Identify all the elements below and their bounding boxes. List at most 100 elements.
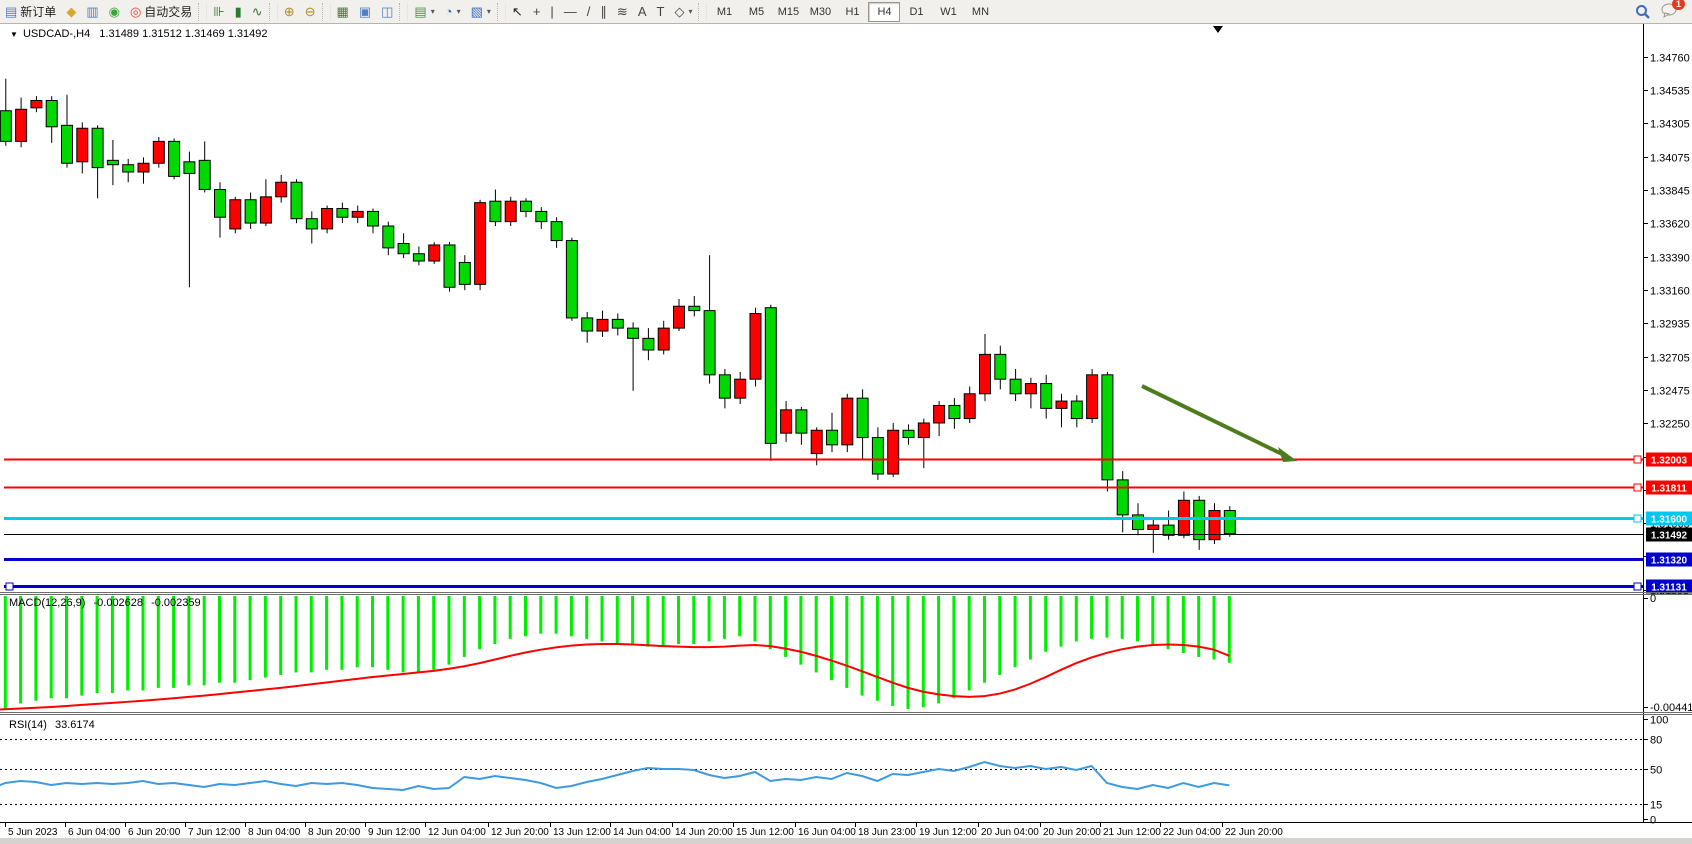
macd-histogram-bar (569, 596, 573, 637)
dropdown-arrow-icon[interactable]: ▾ (486, 7, 491, 16)
timeframe-button-m5[interactable]: M5 (748, 5, 765, 18)
macd-histogram-bar (416, 596, 420, 673)
macd-histogram-bar (1074, 596, 1078, 642)
resistance-line-2-right-handle[interactable] (1633, 483, 1642, 492)
timeframe-button-h1[interactable]: H1 (845, 5, 860, 18)
macd-histogram-bar (554, 596, 558, 634)
price-tick-label: 1.34075 (1650, 153, 1690, 165)
new-chart-button[interactable]: ▤ ▾ (409, 1, 439, 23)
line-chart-button[interactable]: ∿ (247, 1, 268, 23)
label-tool-button[interactable]: T (652, 1, 670, 23)
trendline-tool-button[interactable]: / (582, 1, 596, 23)
bid-price-line-price-label: 1.31492 (1651, 531, 1688, 542)
macd-histogram-bar (233, 596, 237, 683)
vertical-line-tool-button[interactable]: | (545, 1, 558, 23)
candle (474, 202, 487, 285)
candle (1162, 524, 1175, 536)
tile-windows-button[interactable]: ▦ (332, 1, 354, 23)
toolbar-separator (198, 2, 208, 21)
rsi-level-label-100: 100 (1650, 715, 1668, 727)
dropdown-arrow-icon[interactable]: ▾ (688, 7, 693, 16)
candle (1223, 510, 1236, 535)
candle (550, 221, 563, 242)
price-tick-label: 1.32705 (1650, 353, 1690, 365)
trend-arrow-annotation[interactable] (1141, 384, 1285, 457)
cursor-tool-button[interactable]: ↖ (507, 1, 528, 23)
macd-histogram-bar (1120, 596, 1124, 639)
crosshair-tool-icon: + (532, 3, 541, 19)
macd-histogram-bar (661, 596, 665, 647)
auto-scroll-button[interactable]: ▣ (354, 1, 376, 23)
candle (412, 253, 425, 262)
macd-histogram-bar (631, 596, 635, 645)
market-watch-button[interactable]: ◆ (61, 1, 81, 23)
timeframe-button-m15[interactable]: M15 (777, 5, 800, 18)
bar-chart-button[interactable]: ⊪ (208, 1, 229, 23)
channel-tool-button[interactable]: ∥ (595, 1, 612, 23)
data-window-button[interactable]: ▥ (81, 1, 103, 23)
chart-shift-button[interactable]: ◫ (376, 1, 398, 23)
candle (673, 305, 685, 329)
symbol-quotes: 1.31489 1.31512 1.31469 1.31492 (99, 28, 268, 40)
macd-histogram-bar (646, 596, 650, 647)
resistance-line-2-price-label-box (1646, 480, 1692, 495)
timeframe-button-m30[interactable]: M30 (809, 5, 832, 18)
fibonacci-tool-button[interactable]: ≋ (612, 1, 633, 23)
macd-histogram-bar (1136, 596, 1139, 642)
macd-histogram-bar (1105, 596, 1109, 638)
timeframe-button-mn[interactable]: MN (971, 5, 990, 18)
support-line-blue-2-right-handle[interactable] (1633, 582, 1642, 591)
timeframe-button-w1[interactable]: W1 (940, 5, 957, 18)
resistance-line-1-right-handle[interactable] (1633, 455, 1642, 464)
zoom-out-button[interactable]: ⊖ (300, 1, 321, 23)
support-line-cyan-right-handle[interactable] (1633, 514, 1642, 523)
timeframe-button-m1[interactable]: M1 (716, 5, 733, 18)
new-order-button[interactable]: ▤ 新订单 (0, 1, 61, 23)
horizontal-line-tool-button[interactable]: — (559, 1, 582, 23)
search-icon[interactable] (1635, 4, 1651, 20)
macd-histogram-bar (401, 596, 405, 673)
candle (1086, 374, 1099, 420)
price-tick-label: 1.34305 (1650, 119, 1690, 131)
auto-trading-button[interactable]: ◎ 自动交易 (125, 1, 197, 23)
profiles-button[interactable]: ◔ ▾ (440, 1, 466, 23)
macd-histogram-bar (386, 596, 390, 670)
candle (183, 161, 196, 174)
dropdown-arrow-icon[interactable]: ▾ (456, 7, 461, 16)
collapse-triangle-icon[interactable]: ▼ (10, 30, 18, 39)
candle (1024, 383, 1037, 395)
candle (397, 243, 410, 255)
price-tick-label: 1.34760 (1650, 53, 1690, 65)
toolbar-separator (399, 2, 409, 21)
main-toolbar: ▤ 新订单 ◆ ▥ ◉ ◎ 自动交易 ⊪ ▮ ∿ ⊕ ⊖ ▦ ▣ ◫ ▤ ▾ ◔ ▾ ▧ ▾ ↖ + | — / ∥ ≋ A T ◇ ▾ M1 M… (0, 0, 1692, 24)
timeframe-button-d1[interactable]: D1 (909, 5, 924, 18)
shapes-tool-button[interactable]: ◇ ▾ (669, 1, 697, 23)
timeframe-button-h4[interactable]: H4 (868, 1, 901, 22)
chart-shift-marker-icon[interactable] (1213, 26, 1223, 33)
candle (91, 127, 104, 169)
macd-histogram-bar (753, 596, 757, 642)
macd-histogram-bar (891, 596, 895, 706)
candle (718, 374, 731, 399)
time-axis-label: 19 Jun 12:00 (919, 827, 977, 838)
dropdown-arrow-icon[interactable]: ▾ (430, 7, 435, 16)
chat-button[interactable]: 1 (1661, 0, 1685, 21)
macd-histogram-bar (784, 596, 788, 657)
time-axis-label: 21 Jun 12:00 (1103, 827, 1161, 838)
zoom-in-button[interactable]: ⊕ (279, 1, 300, 23)
candle (30, 100, 43, 109)
crosshair-tool-button[interactable]: + (528, 1, 546, 23)
candle (275, 181, 288, 198)
candlestick-chart-button[interactable]: ▮ (230, 1, 247, 23)
navigator-button[interactable]: ◉ (104, 1, 125, 23)
market-watch-icon: ◆ (66, 3, 77, 19)
candle (1070, 400, 1083, 420)
macd-histogram-bar (279, 596, 283, 675)
indicators-button[interactable]: ▧ ▾ (466, 1, 496, 23)
macd-histogram-bar (707, 596, 711, 642)
macd-histogram-bar (1212, 596, 1216, 660)
support-line-blue-2-left-handle[interactable] (5, 582, 14, 591)
chart-window[interactable]: 1.34760 1.34535 1.34305 1.34075 1.33845 1.336… (0, 24, 1692, 839)
chart-canvas[interactable]: 1.34760 1.34535 1.34305 1.34075 1.33845 1.336… (0, 24, 1692, 838)
text-tool-button[interactable]: A (633, 1, 652, 23)
